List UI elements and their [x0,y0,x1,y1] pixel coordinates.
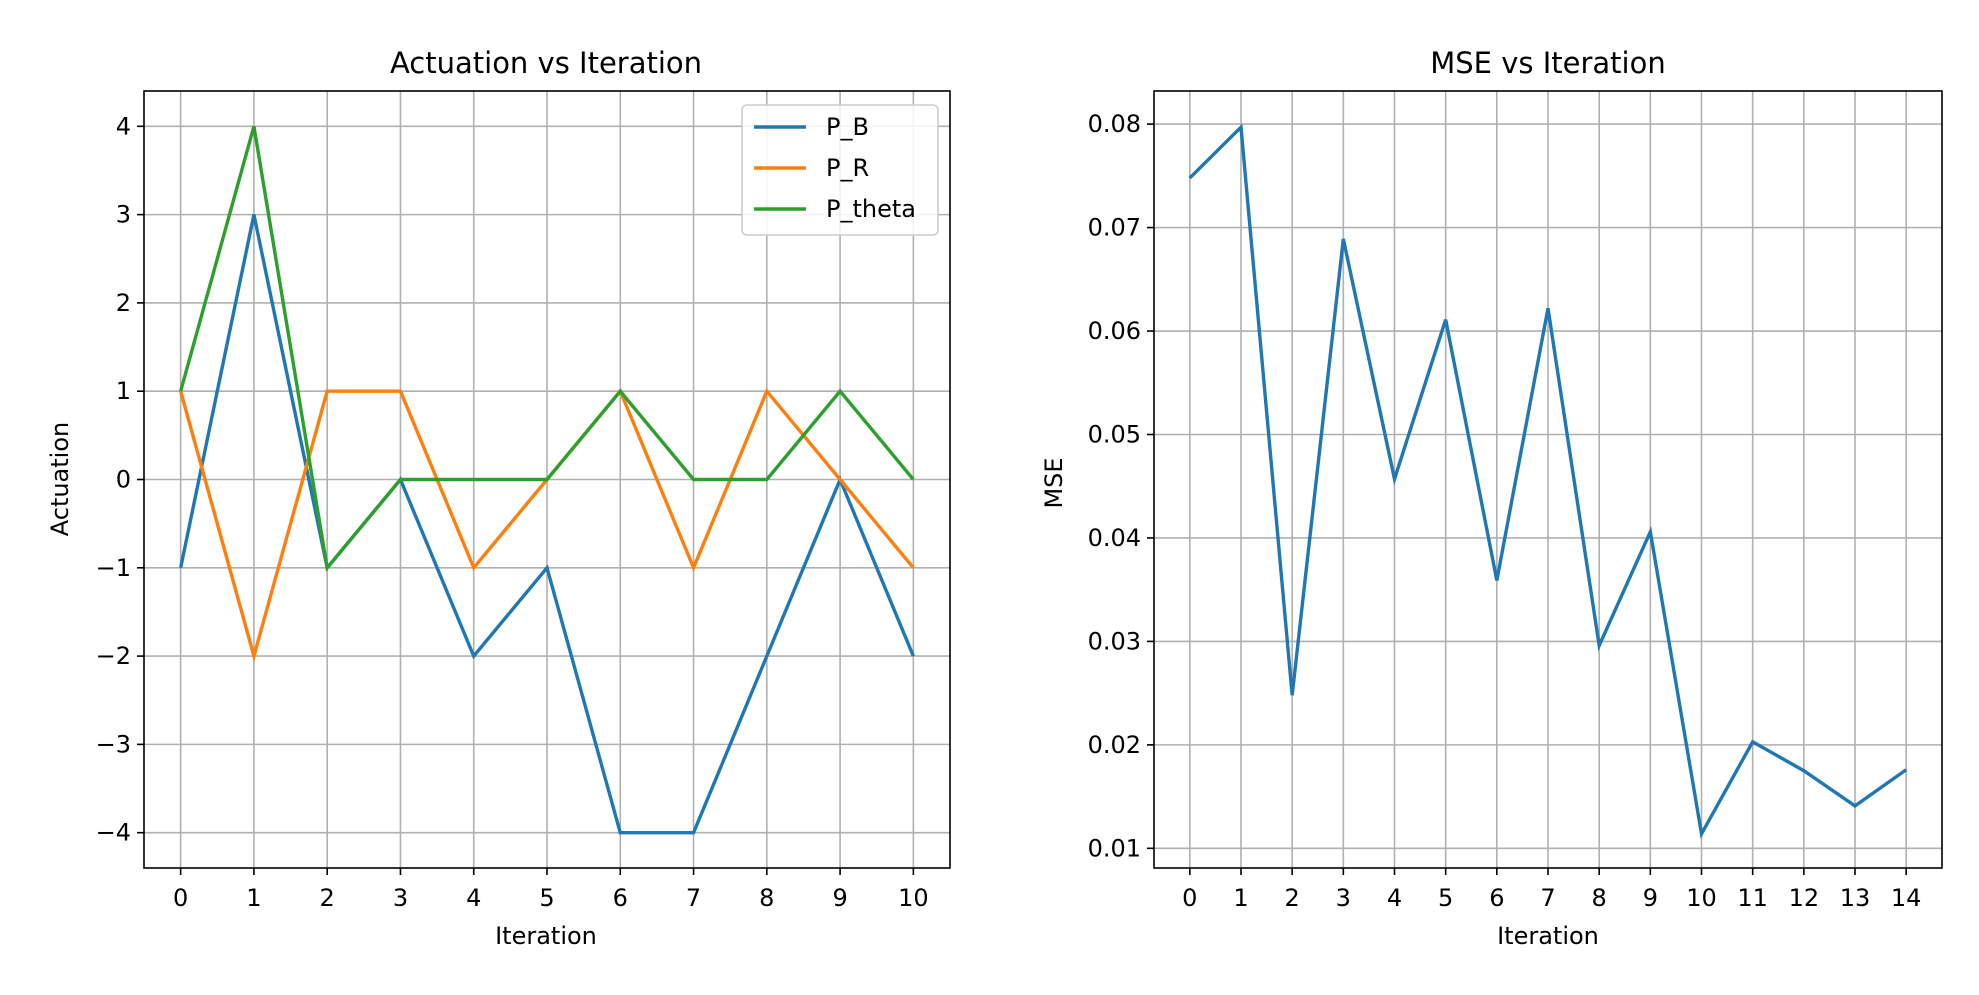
y-tick-label: 3 [116,201,131,229]
y-tick-label: 0.07 [1088,214,1141,242]
x-tick-label: 2 [320,884,335,912]
y-tick-label: 0.06 [1088,317,1141,345]
actuation-chart: Actuation vs Iteration 0 1 2 3 4 5 6 7 8 9 10−4−3−… [46,46,951,950]
y-tick-label: 0 [116,466,131,494]
x-tick-label: 12 [1789,884,1820,912]
x-tick-label: 2 [1285,884,1300,912]
series-line-P_theta [179,125,915,572]
chart-title: MSE vs Iteration [1430,46,1665,80]
x-tick-label: 1 [1233,884,1248,912]
x-tick-label: 3 [393,884,408,912]
x-tick-label: 10 [898,884,929,912]
x-tick-label: 0 [1182,884,1197,912]
y-axis-label: Actuation [46,422,74,537]
legend-label: P_B [826,113,869,141]
legend-label: P_R [826,154,869,182]
x-tick-label: 10 [1686,884,1717,912]
x-tick-label: 9 [832,884,847,912]
x-tick-label: 9 [1643,884,1658,912]
x-tick-label: 5 [539,884,554,912]
y-tick-label: −3 [96,730,131,758]
y-tick-label: 0.04 [1088,524,1141,552]
series-line-series-0 [1188,123,1908,839]
x-tick-label: 4 [466,884,481,912]
x-tick-label: 14 [1891,884,1922,912]
legend-label: P_theta [826,195,916,223]
y-tick-label: 4 [116,112,131,140]
x-tick-label: 5 [1438,884,1453,912]
y-tick-label: 2 [116,289,131,317]
y-tick-label: 0.01 [1088,834,1141,862]
x-tick-label: 8 [759,884,774,912]
x-tick-label: 13 [1840,884,1871,912]
axes-frame [143,90,951,869]
y-tick-label: −4 [96,819,131,847]
x-tick-label: 7 [686,884,701,912]
x-axis-label: Iteration [1497,922,1599,950]
y-tick-label: −1 [96,554,131,582]
x-tick-label: 1 [246,884,261,912]
x-tick-label: 6 [1489,884,1504,912]
y-tick-label: 1 [116,377,131,405]
y-tick-label: 0.08 [1088,110,1141,138]
x-axis-label: Iteration [495,922,597,950]
x-tick-label: 3 [1336,884,1351,912]
y-tick-label: 0.02 [1088,731,1141,759]
x-tick-label: 0 [173,884,188,912]
x-tick-label: 7 [1540,884,1555,912]
y-tick-label: 0.03 [1088,627,1141,655]
legend: P_B P_R P_theta [741,104,939,236]
axes-frame [1153,90,1943,869]
y-tick-label: 0.05 [1088,420,1141,448]
x-tick-label: 6 [613,884,628,912]
legend-box [741,104,939,236]
series-line-P_B [178,214,915,835]
y-axis-label: MSE [1040,457,1068,508]
y-tick-label: −2 [96,642,131,670]
x-tick-label: 8 [1592,884,1607,912]
chart-title: Actuation vs Iteration [390,46,702,80]
mse-chart: MSE vs Iteration 0 1 2 3 4 5 6 7 8 9 10 11 12 13 140.0… [1040,46,1943,950]
x-tick-label: 11 [1737,884,1768,912]
x-tick-label: 4 [1387,884,1402,912]
